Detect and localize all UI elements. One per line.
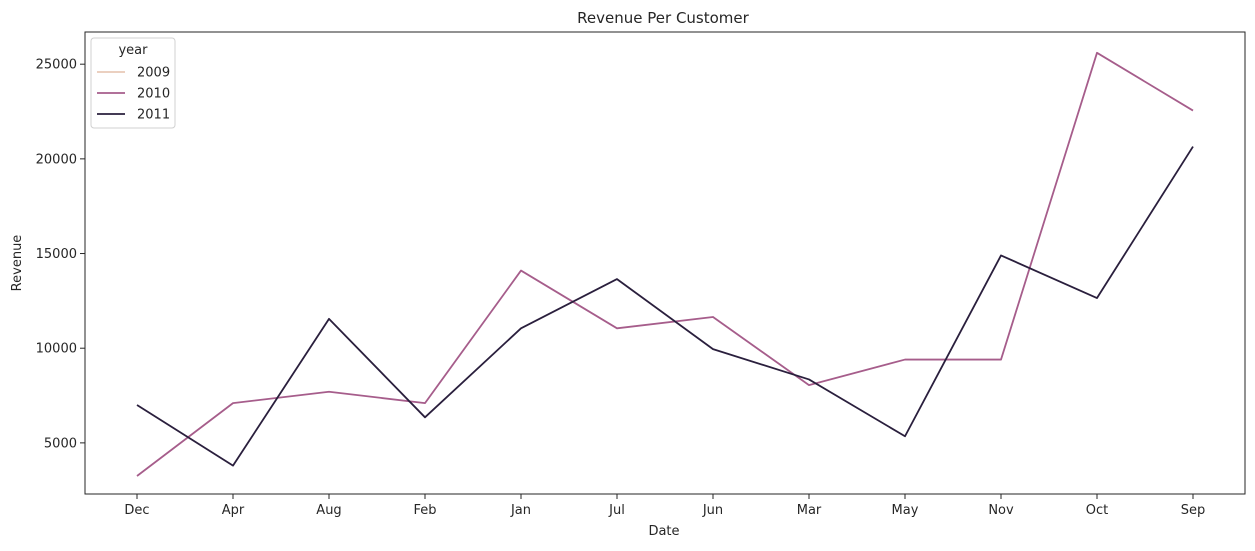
chart-title: Revenue Per Customer [577,9,749,27]
x-tick-label: Sep [1181,503,1206,518]
series-line-2010 [136,51,1194,477]
x-tick-label: May [892,503,919,518]
x-tick-label: Apr [222,503,245,518]
legend-box [90,37,176,129]
legend-items: 2009 2010 2011 [97,66,170,123]
x-tick-label: Oct [1086,503,1108,518]
series-lines [136,51,1194,477]
legend-label-2010: 2010 [137,87,170,102]
y-tick-label: 25000 [36,58,77,73]
plot-area [84,31,1246,495]
legend: year 2009 2010 2011 [90,37,176,129]
x-tick-label: Mar [797,503,822,518]
y-tick-label: 20000 [36,152,77,167]
x-axis-label: Date [648,524,679,539]
x-tick-label: Feb [413,503,436,518]
series-line-2011 [136,146,1194,467]
x-tick-label: Jul [608,503,625,518]
x-tick-label: Nov [988,503,1014,518]
y-tick-label: 5000 [44,436,77,451]
y-tick-label: 10000 [36,342,77,357]
x-tick-label: Aug [316,503,341,518]
y-axis: 5000 10000 15000 20000 25000 [36,58,85,451]
x-tick-label: Dec [124,503,149,518]
legend-title: year [118,43,148,58]
y-tick-label: 15000 [36,247,77,262]
legend-label-2011: 2011 [137,108,170,123]
x-tick-label: Jan [510,503,531,518]
x-tick-label: Jun [702,503,723,518]
y-axis-label: Revenue [10,235,25,292]
legend-label-2009: 2009 [137,66,170,81]
x-axis: Dec Apr Aug Feb Jan Jul Jun Mar May Nov Oct Sep [124,494,1205,518]
